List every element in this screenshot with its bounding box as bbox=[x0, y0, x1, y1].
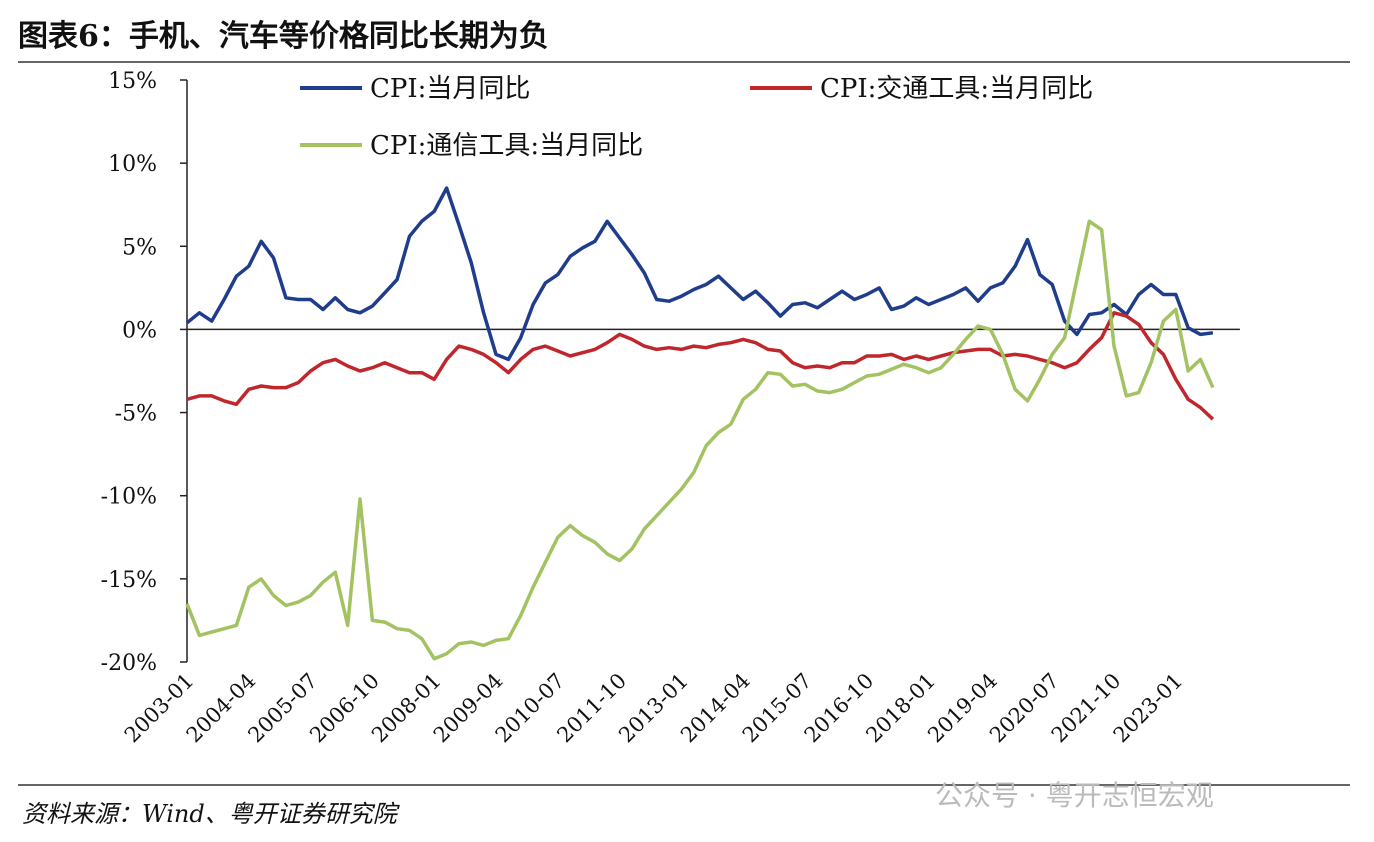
series-line bbox=[186, 311, 1215, 421]
series-line bbox=[185, 219, 1215, 661]
y-tick-label: -5% bbox=[115, 402, 157, 427]
y-tick-label: -15% bbox=[101, 568, 157, 593]
y-tick-label: -20% bbox=[101, 651, 157, 676]
legend-label: CPI:交通工具:当月同比 bbox=[820, 74, 1093, 104]
legend-label: CPI:当月同比 bbox=[370, 74, 530, 104]
y-tick-label: -10% bbox=[101, 485, 157, 510]
y-tick-label: 5% bbox=[122, 235, 157, 260]
y-tick-label: 0% bbox=[122, 318, 157, 343]
series-line bbox=[185, 186, 1214, 362]
y-tick-label: 10% bbox=[108, 152, 157, 177]
watermark: 公众号 · 粤开志恒宏观 bbox=[935, 779, 1214, 812]
source: 资料来源：Wind、粤开证券研究院 bbox=[22, 800, 401, 828]
x-tick-label: 2023-01 bbox=[1109, 669, 1188, 748]
legend-label: CPI:通信工具:当月同比 bbox=[370, 131, 643, 161]
chart-title: 图表6：手机、汽车等价格同比长期为负 bbox=[18, 19, 549, 54]
y-tick-label: 15% bbox=[108, 69, 157, 94]
